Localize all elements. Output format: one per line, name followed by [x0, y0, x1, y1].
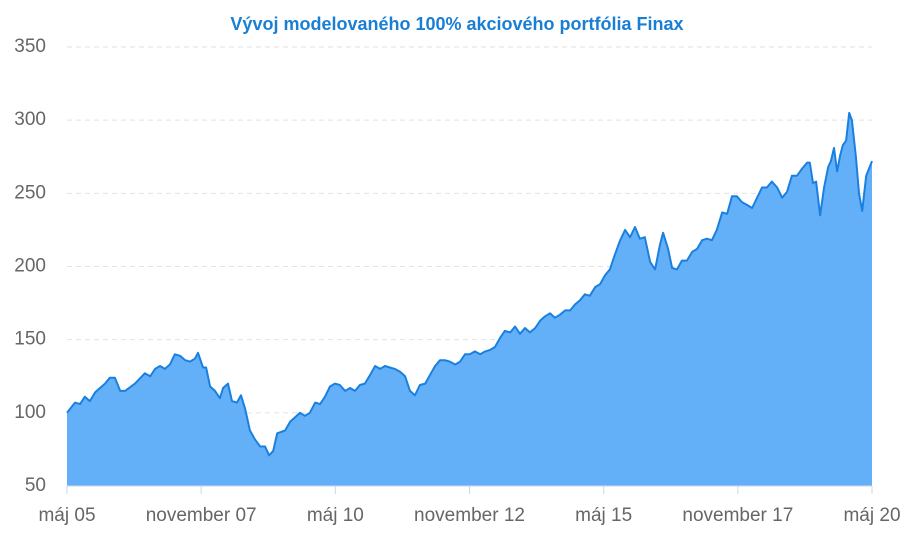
x-tick-label: november 17 [682, 505, 793, 526]
x-tick-label: máj 05 [38, 505, 95, 526]
x-tick-label: máj 10 [307, 505, 364, 526]
y-tick-label: 100 [14, 402, 46, 423]
x-tick-label: máj 20 [843, 505, 900, 526]
y-tick-label: 250 [14, 182, 46, 203]
y-tick-label: 150 [14, 329, 46, 350]
line [66, 111, 873, 457]
y-tick-label: 200 [14, 256, 46, 277]
area [67, 112, 872, 487]
y-tick-label: 300 [14, 109, 46, 130]
x-tick-label: november 12 [414, 505, 525, 526]
x-tick-label: máj 15 [575, 505, 632, 526]
y-tick-label: 50 [25, 475, 46, 496]
x-tick-label: november 07 [146, 505, 257, 526]
y-tick-label: 350 [14, 36, 46, 57]
chart-title: Vývoj modelovaného 100% akciového portfó… [230, 14, 683, 34]
